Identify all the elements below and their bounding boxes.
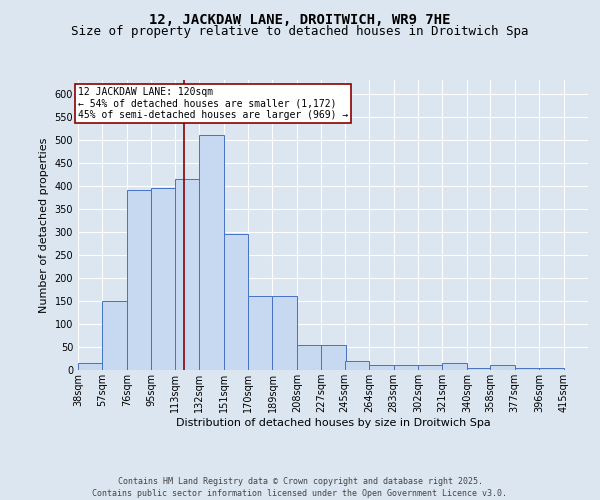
Bar [490,366,515,370]
Bar [199,135,224,370]
Bar [272,296,297,370]
Bar [248,296,272,370]
Bar [369,366,394,370]
Y-axis label: Number of detached properties: Number of detached properties [39,138,49,312]
Text: 12, JACKDAW LANE, DROITWICH, WR9 7HE: 12, JACKDAW LANE, DROITWICH, WR9 7HE [149,12,451,26]
Bar [418,366,442,370]
Bar [78,363,103,370]
Bar [394,366,418,370]
Bar [515,368,539,370]
Bar [467,368,491,370]
Bar [175,179,199,370]
Bar [297,344,322,370]
Bar [151,188,176,370]
Bar [103,301,127,370]
Text: Size of property relative to detached houses in Droitwich Spa: Size of property relative to detached ho… [71,25,529,38]
Text: 12 JACKDAW LANE: 120sqm
← 54% of detached houses are smaller (1,172)
45% of semi: 12 JACKDAW LANE: 120sqm ← 54% of detache… [78,87,348,120]
Bar [127,190,151,370]
Bar [344,361,369,370]
Bar [539,368,563,370]
X-axis label: Distribution of detached houses by size in Droitwich Spa: Distribution of detached houses by size … [176,418,490,428]
Bar [322,344,346,370]
Bar [442,363,467,370]
Text: Contains HM Land Registry data © Crown copyright and database right 2025.
Contai: Contains HM Land Registry data © Crown c… [92,476,508,498]
Bar [224,234,248,370]
